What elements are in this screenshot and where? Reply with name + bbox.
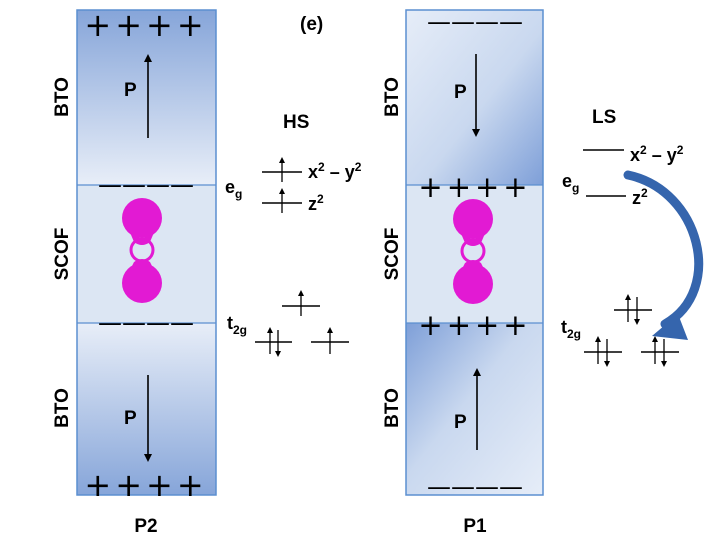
- left-bottom-p-label: P: [124, 408, 137, 429]
- right-mid-top-charges: ++++: [418, 170, 531, 204]
- left-top-p-label: P: [124, 80, 137, 101]
- spin-transition-arrow: [623, 170, 704, 340]
- hs-x2y2-label: x2 – y2: [308, 160, 362, 182]
- right-top-p-label: P: [454, 82, 467, 103]
- right-bottom-charges: ————: [427, 473, 523, 501]
- ls-level-diagram: LS x2 – y2 z2 eg t2g: [561, 107, 684, 367]
- left-layer-label-top: BTO: [52, 77, 73, 117]
- right-layer-label-top: BTO: [382, 77, 403, 117]
- left-bottom-charges: ++++: [84, 466, 207, 504]
- right-caption: P1: [463, 516, 487, 537]
- right-orbital-shape: [453, 199, 493, 304]
- left-caption: P2: [134, 516, 157, 537]
- ls-x2y2-label: x2 – y2: [630, 143, 684, 165]
- left-stack: ++++ ———— ———— ++++ P P: [76, 6, 217, 504]
- ls-t2g-label: t2g: [561, 317, 581, 341]
- right-bto-top-layer: [406, 10, 543, 185]
- left-layer-label-bottom: BTO: [52, 388, 73, 428]
- right-layer-label-bottom: BTO: [382, 388, 403, 428]
- hs-title: HS: [283, 112, 309, 133]
- right-orbital-ring: [460, 238, 486, 264]
- hs-level-diagram: HS x2 – y2 z2 eg t2g: [225, 112, 362, 357]
- left-bto-bottom-layer: [77, 323, 216, 495]
- ls-eg-label: eg: [562, 171, 579, 195]
- right-bottom-p-label: P: [454, 412, 467, 433]
- left-mid-bottom-charges: ————: [98, 309, 194, 337]
- left-bto-top-layer: [77, 10, 216, 185]
- left-layer-label-middle: SCOF: [52, 228, 73, 281]
- right-stack: ———— ++++ ++++ ———— P P: [405, 8, 544, 501]
- right-bto-bottom-layer: [406, 323, 543, 495]
- hs-eg-label: eg: [225, 177, 242, 201]
- hs-t2g-label: t2g: [227, 313, 247, 337]
- left-stack-border: [76, 9, 217, 496]
- left-top-charges: ++++: [84, 6, 207, 44]
- left-orbital-ring: [129, 237, 155, 263]
- hs-z2-label: z2: [308, 192, 324, 214]
- ls-title: LS: [592, 107, 616, 128]
- left-mid-top-charges: ————: [98, 171, 194, 199]
- ls-z2-label: z2: [632, 186, 648, 208]
- right-layer-label-middle: SCOF: [382, 228, 403, 281]
- right-mid-bottom-charges: ++++: [418, 308, 531, 342]
- panel-label: (e): [300, 14, 323, 35]
- right-stack-border: [405, 9, 544, 496]
- right-top-charges: ————: [427, 8, 523, 36]
